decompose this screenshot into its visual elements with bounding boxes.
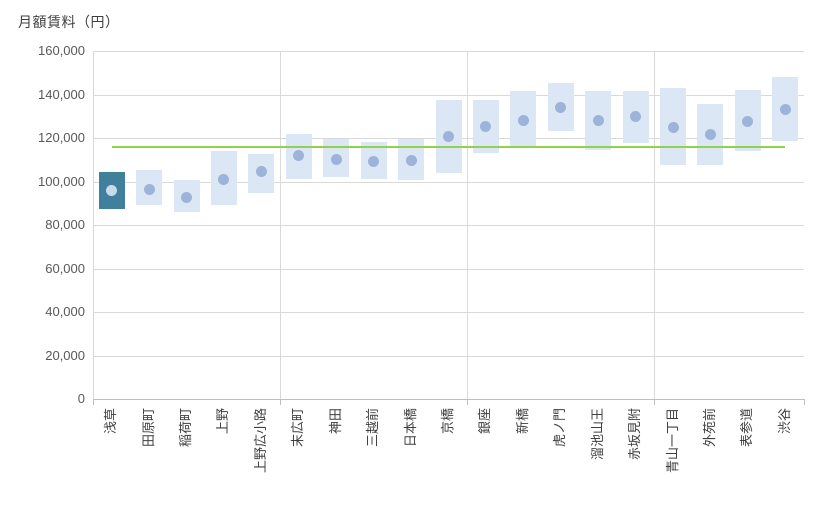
average-dot-18 xyxy=(742,116,754,128)
x-axis-tick xyxy=(467,399,469,405)
average-dot-5 xyxy=(255,166,267,178)
x-axis-tick xyxy=(280,399,282,405)
x-axis-label-9: 日本橋 xyxy=(402,408,418,448)
average-dot-12 xyxy=(517,115,529,127)
x-axis-label-7: 神田 xyxy=(327,408,343,435)
average-dot-14 xyxy=(592,115,604,127)
average-dot-15 xyxy=(630,110,642,122)
x-axis-label-10: 京橋 xyxy=(440,408,455,435)
y-axis-label: 140,000 xyxy=(38,86,85,102)
average-dot-10 xyxy=(443,131,454,143)
x-axis-label-4: 上野 xyxy=(215,408,231,435)
y-gridline-20,000 xyxy=(93,355,804,357)
y-gridline-100,000 xyxy=(93,181,804,183)
average-dot-19 xyxy=(779,104,791,116)
x-axis-label-1: 浅草 xyxy=(103,408,119,435)
x-axis-tick xyxy=(804,399,805,405)
average-dot-17 xyxy=(704,129,716,141)
average-dot-2 xyxy=(143,183,155,195)
average-dot-8 xyxy=(368,156,380,168)
y-axis-label: 40,000 xyxy=(45,304,85,319)
x-axis-label-8: 三越前 xyxy=(365,408,381,448)
average-dot-13 xyxy=(555,102,567,114)
x-axis-tick xyxy=(93,399,94,405)
y-axis-label: 80,000 xyxy=(45,217,85,232)
y-gridline-40,000 xyxy=(93,312,804,313)
average-dot-6 xyxy=(293,149,305,161)
x-axis-label-11: 銀座 xyxy=(477,408,493,435)
y-axis-label: 100,000 xyxy=(38,173,85,189)
y-gridline-140,000 xyxy=(93,94,804,96)
y-axis-label: 20,000 xyxy=(45,347,85,363)
x-axis-label-5: 上野広小路 xyxy=(252,408,268,474)
y-axis-label: 0 xyxy=(77,391,85,406)
x-axis-label-2: 田原町 xyxy=(140,408,156,448)
x-axis-label-17: 外苑前 xyxy=(701,408,717,448)
average-dot-9 xyxy=(405,155,417,167)
y-axis-line xyxy=(93,51,94,399)
x-axis-label-19: 渋谷 xyxy=(776,408,792,435)
average-dot-4 xyxy=(218,173,230,185)
y-axis-label: 120,000 xyxy=(38,130,85,145)
average-dot-7 xyxy=(330,154,342,166)
chart-title: 月額賃料（円） xyxy=(18,14,120,30)
x-axis-tick xyxy=(654,399,656,405)
y-gridline-60,000 xyxy=(93,268,804,270)
x-axis-label-3: 稲荷町 xyxy=(178,408,194,448)
x-axis-label-16: 青山一丁目 xyxy=(664,408,680,474)
x-axis-label-13: 虎ノ門 xyxy=(552,408,568,448)
y-gridline-80,000 xyxy=(93,225,804,226)
average-dot-16 xyxy=(667,121,679,133)
x-axis-line xyxy=(93,399,804,400)
group-separator xyxy=(654,51,656,399)
x-axis-label-6: 末広町 xyxy=(290,408,306,448)
average-dot-3 xyxy=(181,192,193,204)
average-dot-1 xyxy=(106,184,118,196)
x-axis-label-12: 新橋 xyxy=(514,408,530,435)
x-axis-label-18: 表参道 xyxy=(739,408,755,448)
reference-line xyxy=(111,145,786,148)
x-axis-label-14: 溜池山王 xyxy=(589,408,605,461)
y-axis-label: 160,000 xyxy=(38,43,85,58)
y-axis-label: 60,000 xyxy=(45,260,85,276)
y-gridline-160,000 xyxy=(93,51,804,52)
x-axis-label-15: 赤坂見附 xyxy=(627,408,643,461)
group-separator xyxy=(467,51,469,399)
group-separator xyxy=(280,51,282,399)
average-dot-11 xyxy=(480,120,492,132)
